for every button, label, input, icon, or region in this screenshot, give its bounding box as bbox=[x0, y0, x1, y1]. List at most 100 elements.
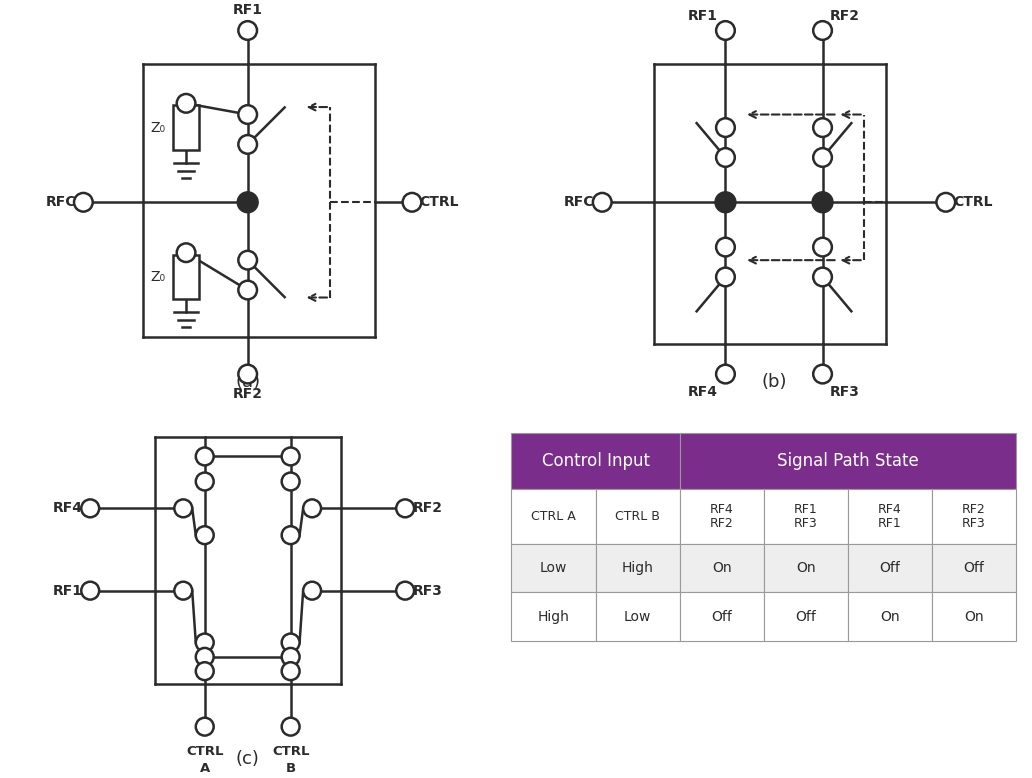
Text: RF3: RF3 bbox=[413, 584, 442, 598]
Circle shape bbox=[592, 193, 612, 212]
Circle shape bbox=[174, 582, 192, 600]
Text: A: A bbox=[199, 762, 209, 776]
Circle shape bbox=[282, 633, 299, 651]
Text: RF2: RF2 bbox=[710, 517, 734, 530]
Circle shape bbox=[82, 582, 99, 600]
Text: RFC: RFC bbox=[45, 195, 76, 209]
Circle shape bbox=[813, 148, 832, 166]
Bar bbox=[512, 593, 595, 641]
Circle shape bbox=[238, 105, 257, 124]
Circle shape bbox=[303, 582, 321, 600]
Circle shape bbox=[813, 21, 832, 40]
Circle shape bbox=[282, 662, 299, 680]
Text: (b): (b) bbox=[762, 373, 786, 391]
Circle shape bbox=[237, 192, 258, 212]
Circle shape bbox=[716, 118, 735, 137]
Bar bbox=[680, 593, 764, 641]
Bar bbox=[173, 105, 199, 150]
Text: Low: Low bbox=[624, 610, 651, 624]
Text: CTRL: CTRL bbox=[419, 195, 459, 209]
Bar bbox=[512, 544, 595, 593]
Text: RF2: RF2 bbox=[232, 387, 263, 401]
Circle shape bbox=[396, 582, 414, 600]
Circle shape bbox=[74, 193, 93, 212]
Bar bbox=[680, 544, 764, 593]
Text: RF1: RF1 bbox=[688, 9, 718, 23]
Bar bbox=[847, 593, 932, 641]
Text: (a): (a) bbox=[235, 373, 260, 391]
Circle shape bbox=[174, 499, 192, 517]
Text: Off: Off bbox=[711, 610, 732, 624]
Bar bbox=[595, 544, 680, 593]
Circle shape bbox=[196, 662, 214, 680]
Bar bbox=[512, 433, 680, 489]
Circle shape bbox=[813, 365, 832, 384]
Bar bbox=[847, 544, 932, 593]
Text: RF2: RF2 bbox=[413, 501, 443, 515]
Circle shape bbox=[303, 499, 321, 517]
Circle shape bbox=[812, 192, 833, 212]
Text: CTRL A: CTRL A bbox=[531, 510, 576, 523]
Circle shape bbox=[936, 193, 956, 212]
Bar bbox=[680, 489, 764, 544]
Text: High: High bbox=[538, 610, 570, 624]
Circle shape bbox=[282, 472, 299, 490]
Circle shape bbox=[282, 447, 299, 465]
Circle shape bbox=[716, 21, 735, 40]
Text: RF1: RF1 bbox=[878, 517, 902, 530]
Text: (c): (c) bbox=[235, 750, 260, 768]
Bar bbox=[932, 544, 1015, 593]
Bar bbox=[173, 254, 199, 300]
Circle shape bbox=[715, 192, 736, 212]
Text: RF1: RF1 bbox=[232, 3, 263, 17]
Text: RF2: RF2 bbox=[830, 9, 860, 23]
Text: CTRL: CTRL bbox=[954, 195, 993, 209]
Circle shape bbox=[716, 268, 735, 286]
Text: RF4: RF4 bbox=[878, 503, 902, 516]
Circle shape bbox=[238, 251, 257, 269]
Circle shape bbox=[396, 499, 414, 517]
Circle shape bbox=[282, 526, 299, 544]
Circle shape bbox=[282, 648, 299, 666]
Circle shape bbox=[402, 193, 421, 212]
Text: Control Input: Control Input bbox=[542, 452, 649, 470]
Bar bbox=[595, 489, 680, 544]
Bar bbox=[595, 593, 680, 641]
Text: Off: Off bbox=[796, 610, 816, 624]
Text: RF3: RF3 bbox=[794, 517, 817, 530]
Text: RF4: RF4 bbox=[688, 385, 718, 399]
Text: RFC: RFC bbox=[565, 195, 594, 209]
Circle shape bbox=[282, 717, 299, 736]
Bar bbox=[764, 544, 847, 593]
Text: RF1: RF1 bbox=[794, 503, 817, 516]
Text: On: On bbox=[712, 561, 732, 575]
Text: CTRL B: CTRL B bbox=[615, 510, 660, 523]
Circle shape bbox=[238, 135, 257, 154]
Text: B: B bbox=[286, 762, 296, 776]
Circle shape bbox=[196, 648, 214, 666]
Circle shape bbox=[82, 499, 99, 517]
Text: RF4: RF4 bbox=[710, 503, 734, 516]
Circle shape bbox=[813, 118, 832, 137]
Text: Low: Low bbox=[540, 561, 568, 575]
Text: Off: Off bbox=[879, 561, 900, 575]
Circle shape bbox=[176, 94, 195, 113]
Bar bbox=[847, 489, 932, 544]
Circle shape bbox=[176, 244, 195, 262]
Circle shape bbox=[196, 472, 214, 490]
Bar bbox=[764, 489, 847, 544]
Bar bbox=[512, 489, 595, 544]
Text: On: On bbox=[796, 561, 815, 575]
Text: Signal Path State: Signal Path State bbox=[777, 452, 918, 470]
Circle shape bbox=[196, 526, 214, 544]
Text: On: On bbox=[964, 610, 983, 624]
Circle shape bbox=[238, 281, 257, 300]
Bar bbox=[932, 593, 1015, 641]
Text: High: High bbox=[621, 561, 653, 575]
Bar bbox=[680, 433, 1015, 489]
Text: CTRL: CTRL bbox=[271, 745, 310, 758]
Text: RF4: RF4 bbox=[53, 501, 83, 515]
Text: Z₀: Z₀ bbox=[151, 121, 165, 135]
Circle shape bbox=[813, 238, 832, 257]
Circle shape bbox=[238, 365, 257, 384]
